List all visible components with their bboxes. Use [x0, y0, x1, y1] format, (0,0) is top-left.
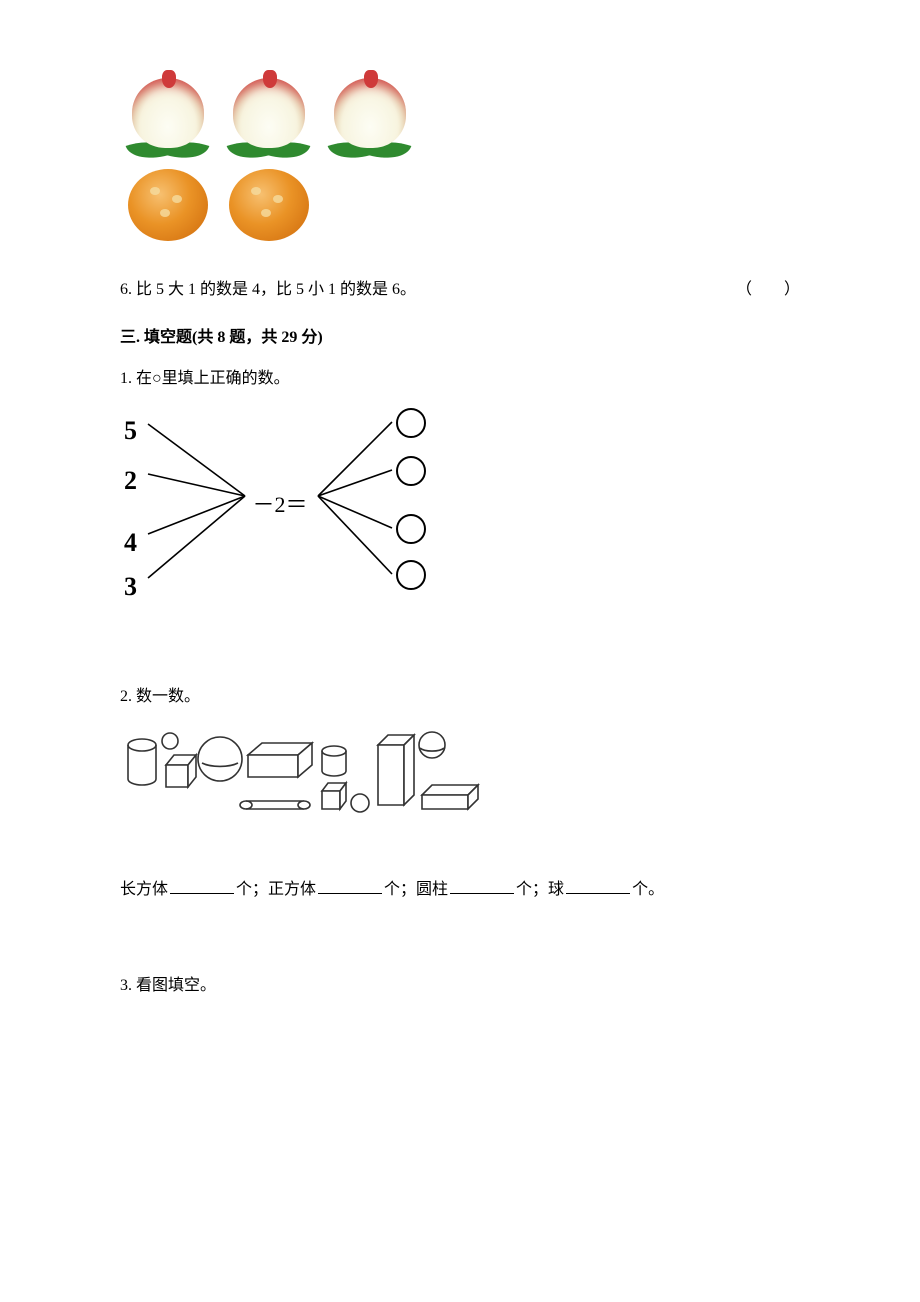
- peach-row: [120, 70, 800, 165]
- fill-question-2: 2. 数一数。: [120, 682, 800, 712]
- blank-cuboid[interactable]: [170, 875, 234, 894]
- orange-spot: [160, 209, 170, 217]
- peach-tip: [263, 70, 277, 88]
- peach: [221, 70, 316, 165]
- subtraction-diagram: 5 2 4 3 －2＝: [120, 404, 440, 594]
- orange-row: [120, 165, 800, 245]
- input-number-1: 5: [124, 406, 137, 455]
- peach: [120, 70, 215, 165]
- input-number-3: 4: [124, 518, 137, 567]
- peach: [322, 70, 417, 165]
- answer-circle-1[interactable]: [396, 408, 426, 438]
- blank-cylinder[interactable]: [450, 875, 514, 894]
- fill-question-3: 3. 看图填空。: [120, 971, 800, 1001]
- answer-circle-4[interactable]: [396, 560, 426, 590]
- operation-label: －2＝: [245, 484, 315, 526]
- peach-tip: [364, 70, 378, 88]
- peach-body: [334, 78, 406, 148]
- input-number-2: 2: [124, 456, 137, 505]
- section-3-title: 三. 填空题(共 8 题，共 29 分): [120, 323, 800, 353]
- answer-circle-3[interactable]: [396, 514, 426, 544]
- label-cuboid: 长方体: [120, 881, 168, 898]
- blank-sphere[interactable]: [566, 875, 630, 894]
- orange-spot: [172, 195, 182, 203]
- fruit-illustration: [120, 70, 800, 245]
- orange-body: [229, 169, 309, 241]
- label-cylinder: 个；圆柱: [384, 881, 448, 898]
- peach-body: [132, 78, 204, 148]
- orange-spot: [150, 187, 160, 195]
- label-end: 个。: [632, 881, 664, 898]
- orange-spot: [251, 187, 261, 195]
- label-sphere: 个；球: [516, 881, 564, 898]
- orange-spot: [273, 195, 283, 203]
- fill-question-1: 1. 在○里填上正确的数。: [120, 364, 800, 394]
- orange-spot: [261, 209, 271, 217]
- question-6: 6. 比 5 大 1 的数是 4，比 5 小 1 的数是 6。 （ ）: [120, 275, 800, 305]
- input-number-4: 3: [124, 562, 137, 611]
- orange-body: [128, 169, 208, 241]
- question-6-text: 6. 比 5 大 1 的数是 4，比 5 小 1 的数是 6。: [120, 275, 416, 305]
- answer-blank-paren[interactable]: （ ）: [736, 275, 800, 305]
- shapes-diagram: [120, 721, 520, 841]
- fill-q2-answer-line: 长方体 个；正方体 个；圆柱 个；球 个。: [120, 875, 800, 905]
- peach-body: [233, 78, 305, 148]
- label-cube: 个；正方体: [236, 881, 316, 898]
- blank-cube[interactable]: [318, 875, 382, 894]
- peach-tip: [162, 70, 176, 88]
- shapes-svg: [120, 721, 520, 841]
- answer-circle-2[interactable]: [396, 456, 426, 486]
- orange: [221, 165, 316, 245]
- orange: [120, 165, 215, 245]
